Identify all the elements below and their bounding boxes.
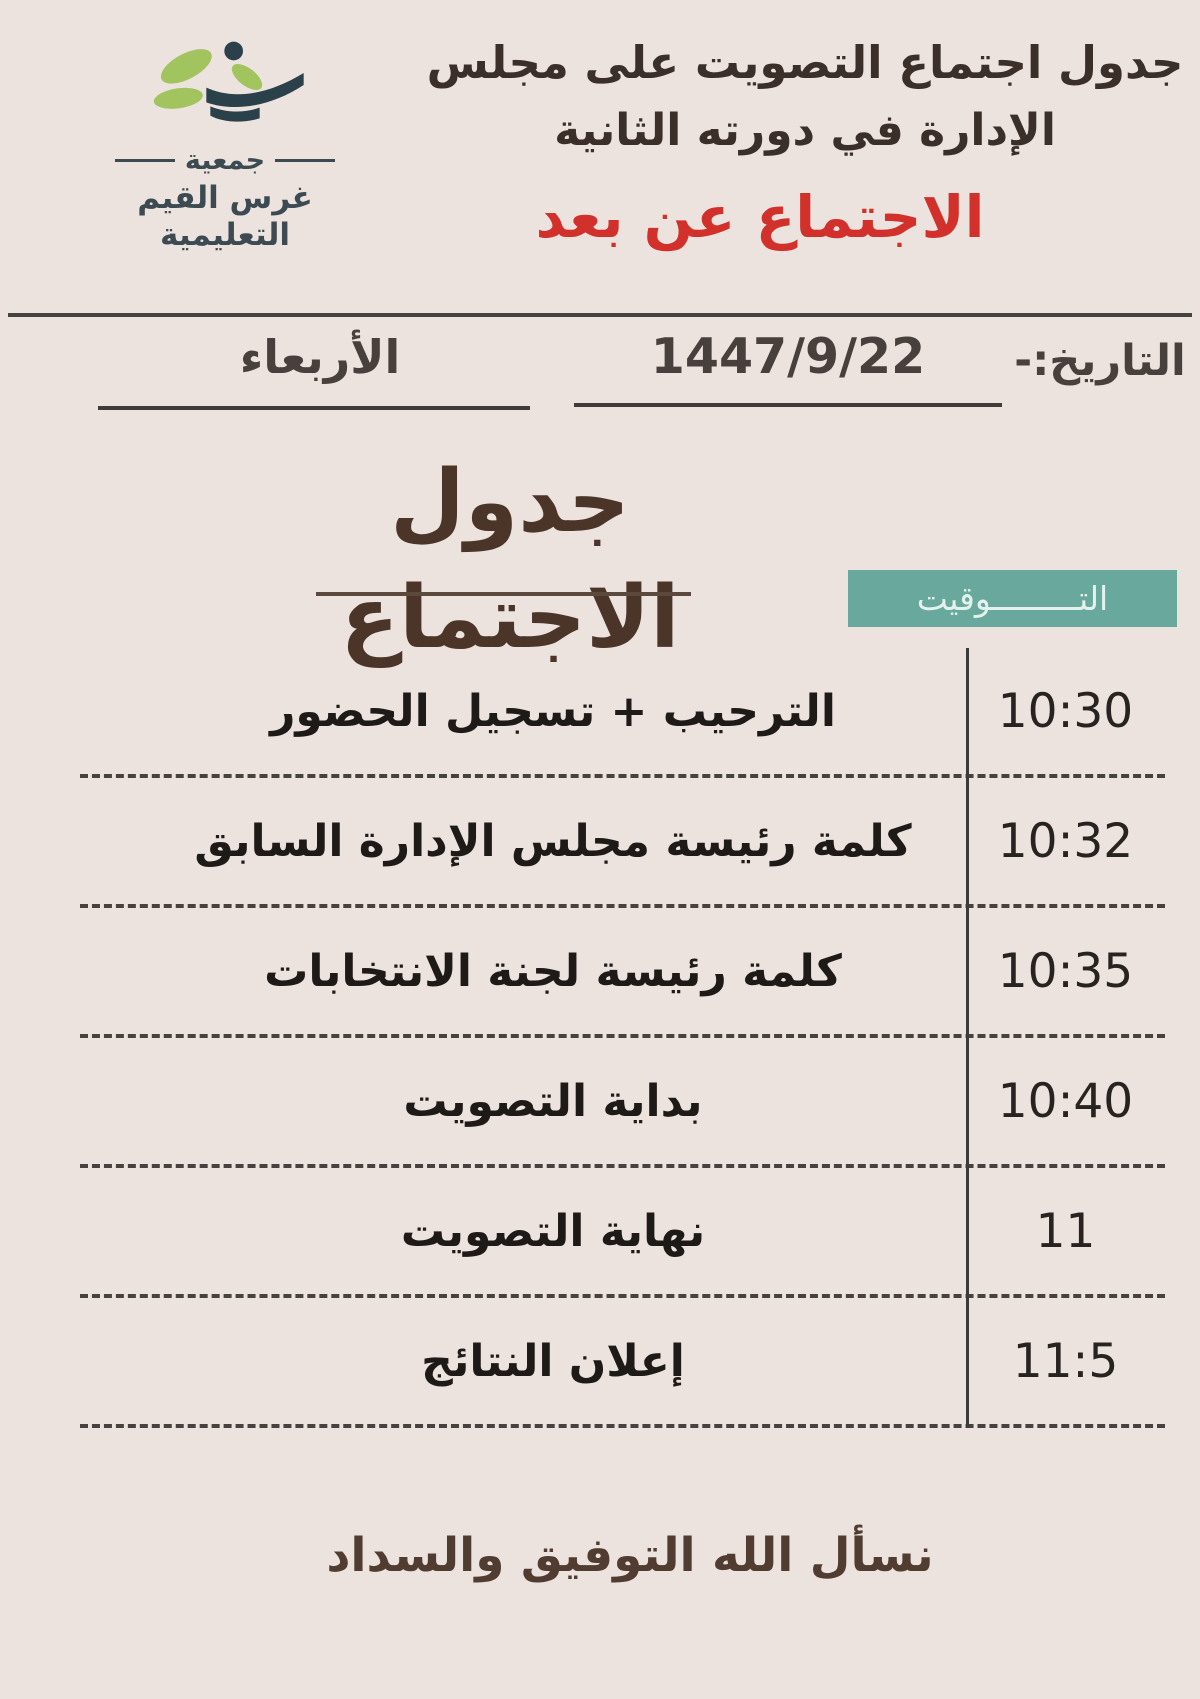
time-cell: 10:35 [997,943,1134,999]
day-value-underline [98,406,530,410]
time-cell: 11:5 [1012,1333,1119,1389]
time-cell: 10:32 [997,813,1134,869]
association-logo: جمعية غرس القيم التعليمية [80,22,370,254]
date-value: 1447/9/22 [650,328,926,385]
title-line-2: الإدارة في دورته الثانية [554,105,1056,156]
agenda-row: 11:5 إعلان النتائج [80,1298,1165,1428]
logo-subtitle: غرس القيم التعليمية [137,179,313,253]
activity-cell: الترحيب + تسجيل الحضور [270,685,836,737]
day-value: الأربعاء [239,330,401,384]
logo-dash-right [275,159,336,163]
title-line-1: جدول اجتماع التصويت على مجلس [426,36,1184,89]
time-cell: 11 [1035,1203,1096,1259]
activity-cell: كلمة رئيسة لجنة الانتخابات [264,945,842,997]
date-value-underline [574,403,1002,407]
activity-cell: بداية التصويت [403,1075,703,1127]
agenda-heading: جدول الاجتماع [340,452,680,669]
footer-dua: نسأل الله التوفيق والسداد [326,1528,934,1583]
agenda-row: 10:30 الترحيب + تسجيل الحضور [80,648,1165,778]
timing-column-header: التـــــــــوقيت [848,570,1177,627]
agenda-heading-underline [316,592,691,596]
agenda-row: 11 نهاية التصويت [80,1168,1165,1298]
header-title-block: جدول اجتماع التصويت على مجلس الإدارة في … [420,26,1190,252]
agenda-row: 10:40 بداية التصويت [80,1038,1165,1168]
date-label: التاريخ:- [1014,336,1186,386]
logo-leaves-icon [153,41,304,122]
top-divider [8,313,1192,317]
time-cell: 10:40 [997,1073,1134,1129]
activity-cell: نهاية التصويت [400,1205,706,1257]
agenda-row: 10:32 كلمة رئيسة مجلس الإدارة السابق [80,778,1165,908]
remote-meeting-banner: الاجتماع عن بعد [535,183,985,251]
agenda-column-divider [966,648,969,1428]
agenda-table: 10:30 الترحيب + تسجيل الحضور 10:32 كلمة … [80,648,1165,1428]
logo-name: جمعية [184,145,266,176]
time-cell: 10:30 [997,683,1134,739]
activity-cell: إعلان النتائج [421,1335,685,1387]
agenda-row: 10:35 كلمة رئيسة لجنة الانتخابات [80,908,1165,1038]
activity-cell: كلمة رئيسة مجلس الإدارة السابق [194,815,912,867]
logo-dash-left [114,159,175,163]
